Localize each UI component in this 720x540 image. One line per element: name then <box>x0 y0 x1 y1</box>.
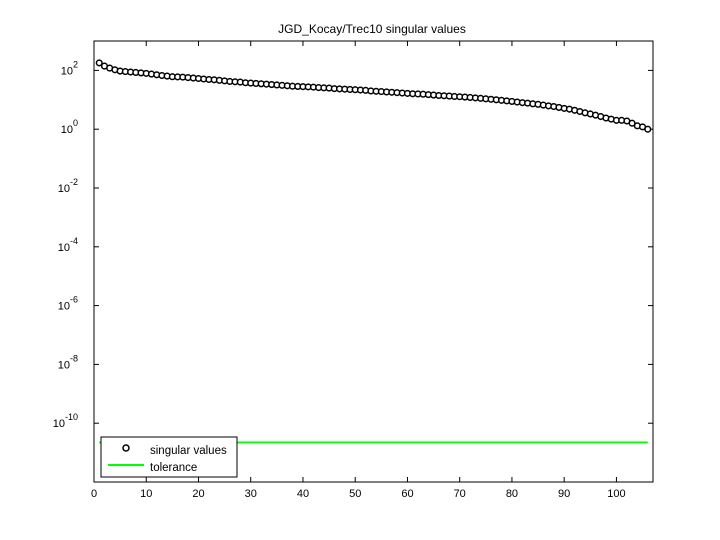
legend-box <box>100 436 238 478</box>
legend-label-tolerance: tolerance <box>150 462 197 474</box>
y-tick-label-base: 10 <box>53 418 65 430</box>
y-tick-label: 102 <box>61 59 78 77</box>
x-tick-label: 70 <box>454 488 466 500</box>
legend: singular values tolerance <box>100 436 238 478</box>
y-tick-label: 10-10 <box>53 412 78 430</box>
x-tick-label: 10 <box>140 488 152 500</box>
x-tick-label: 30 <box>245 488 257 500</box>
singular-value-point <box>628 119 636 127</box>
y-tick-label-base: 10 <box>58 301 70 313</box>
y-tick-label-exponent: -8 <box>70 353 78 363</box>
y-tick-label-base: 10 <box>58 183 70 195</box>
plot-area <box>93 40 654 483</box>
y-tick-label-exponent: -2 <box>70 177 78 187</box>
y-tick-label: 10-8 <box>58 353 78 371</box>
y-tick-label-base: 10 <box>58 359 70 371</box>
y-tick-label: 10-2 <box>58 177 78 195</box>
x-tick-label: 80 <box>506 488 518 500</box>
y-tick-label: 10-6 <box>58 295 78 313</box>
chart-title: JGD_Kocay/Trec10 singular values <box>278 22 466 36</box>
y-tick-label-base: 10 <box>61 65 73 77</box>
y-tick-label-exponent: -6 <box>70 295 78 305</box>
y-tick-label-exponent: 2 <box>73 59 78 69</box>
x-axis: 0 10 20 30 40 50 60 70 80 90 100 <box>91 41 626 500</box>
y-tick-label-base: 10 <box>61 124 73 136</box>
x-tick-label: 100 <box>607 488 625 500</box>
x-tick-label: 0 <box>91 488 97 500</box>
y-tick-label-exponent: -4 <box>70 236 78 246</box>
x-tick-label: 40 <box>297 488 309 500</box>
legend-marker-singular-values <box>122 444 130 452</box>
x-tick-label: 20 <box>192 488 204 500</box>
y-tick-label: 100 <box>61 118 78 136</box>
x-tick-label: 50 <box>349 488 361 500</box>
y-tick-label-exponent: -10 <box>65 412 78 422</box>
x-tick-label: 60 <box>401 488 413 500</box>
y-tick-label-base: 10 <box>58 242 70 254</box>
singular-value-point <box>95 59 103 67</box>
legend-label-singular-values: singular values <box>150 445 227 457</box>
singular-value-point <box>644 125 652 133</box>
y-tick-label-exponent: 0 <box>73 118 78 128</box>
y-tick-label: 10-4 <box>58 236 78 254</box>
x-tick-label: 90 <box>558 488 570 500</box>
